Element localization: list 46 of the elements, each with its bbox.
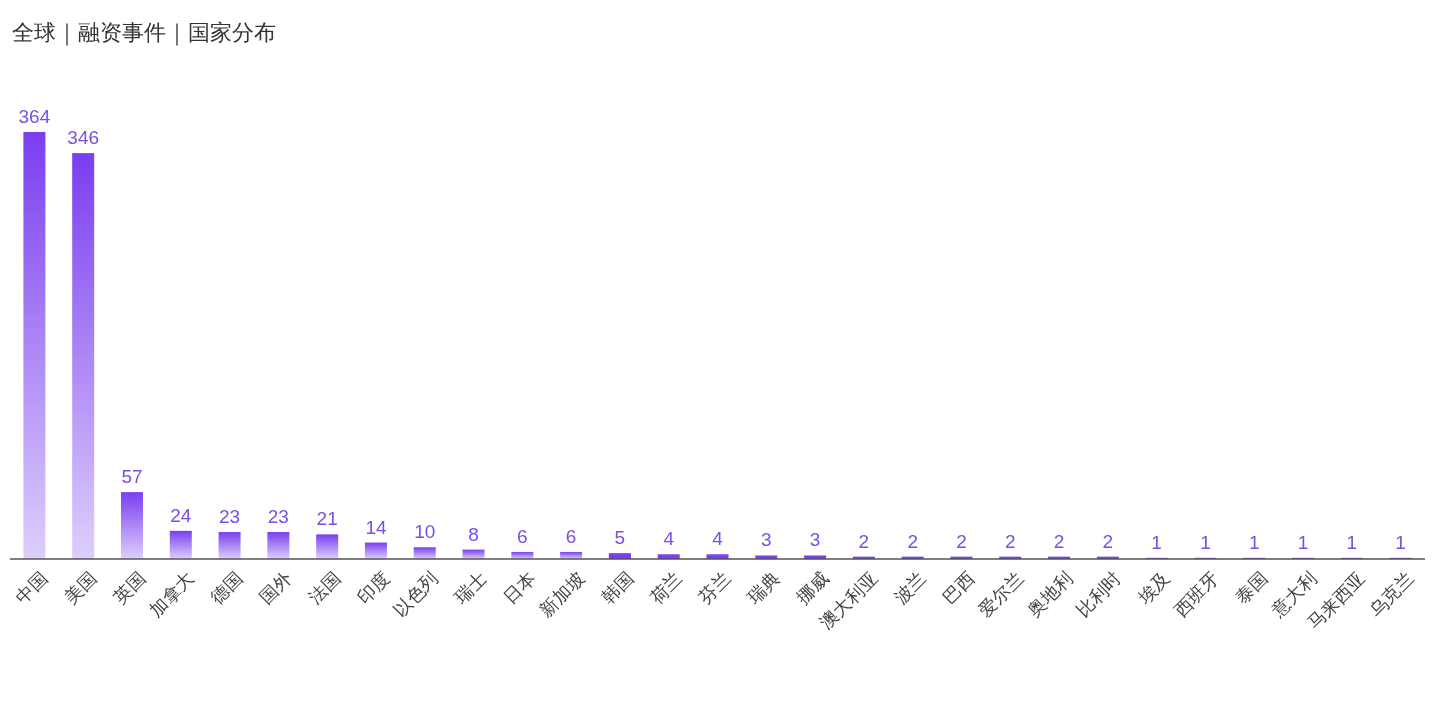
x-tick-label: 瑞士 [451, 568, 491, 608]
data-label: 14 [365, 516, 387, 538]
data-label: 8 [468, 523, 479, 545]
data-label: 57 [121, 466, 143, 488]
data-label: 6 [565, 525, 577, 547]
data-label: 21 [316, 508, 338, 530]
data-label: 1 [1248, 531, 1260, 553]
data-label: 5 [614, 527, 626, 549]
data-label: 4 [712, 528, 723, 550]
x-tick-label: 挪威 [792, 568, 833, 608]
data-label: 24 [170, 504, 192, 526]
x-tick-label: 德国 [207, 568, 247, 608]
data-label: 6 [517, 525, 528, 547]
data-label: 1 [1395, 531, 1406, 553]
data-label: 10 [414, 521, 436, 543]
data-label: 3 [761, 529, 772, 551]
data-label: 2 [858, 530, 870, 552]
data-label: 1 [1151, 531, 1162, 553]
title: 全球｜融资事件｜国家分布 [12, 20, 276, 45]
x-tick-label: 荷兰 [646, 568, 686, 608]
data-label: 3 [809, 529, 821, 551]
data-label: 346 [67, 127, 100, 149]
data-label: 4 [663, 528, 674, 550]
data-label: 2 [1053, 530, 1065, 552]
x-tick-label: 泰国 [1231, 568, 1272, 608]
x-tick-label: 爱尔兰 [975, 568, 1028, 621]
x-tick-label: 国外 [255, 568, 296, 608]
x-tick-label: 美国 [60, 568, 101, 608]
x-tick-label: 波兰 [890, 568, 930, 608]
x-tick-label: 韩国 [597, 568, 638, 608]
x-tick-label: 法国 [304, 568, 345, 608]
x-tick-label: 瑞典 [743, 568, 784, 608]
data-label: 2 [1102, 530, 1114, 552]
data-label: 1 [1200, 531, 1211, 553]
x-tick-label: 英国 [109, 568, 150, 608]
data-label: 2 [956, 530, 967, 552]
data-label: 23 [219, 506, 241, 527]
data-label: 364 [18, 106, 51, 127]
data-label: 2 [907, 530, 918, 552]
data-label: 2 [1004, 530, 1016, 552]
data-label: 1 [1297, 531, 1309, 553]
x-tick-label: 芬兰 [695, 568, 735, 608]
x-tick-label: 乌克兰 [1365, 568, 1418, 621]
data-label: 23 [267, 506, 289, 527]
data-label: 1 [1346, 531, 1358, 553]
x-tick-label: 中国 [12, 568, 52, 608]
